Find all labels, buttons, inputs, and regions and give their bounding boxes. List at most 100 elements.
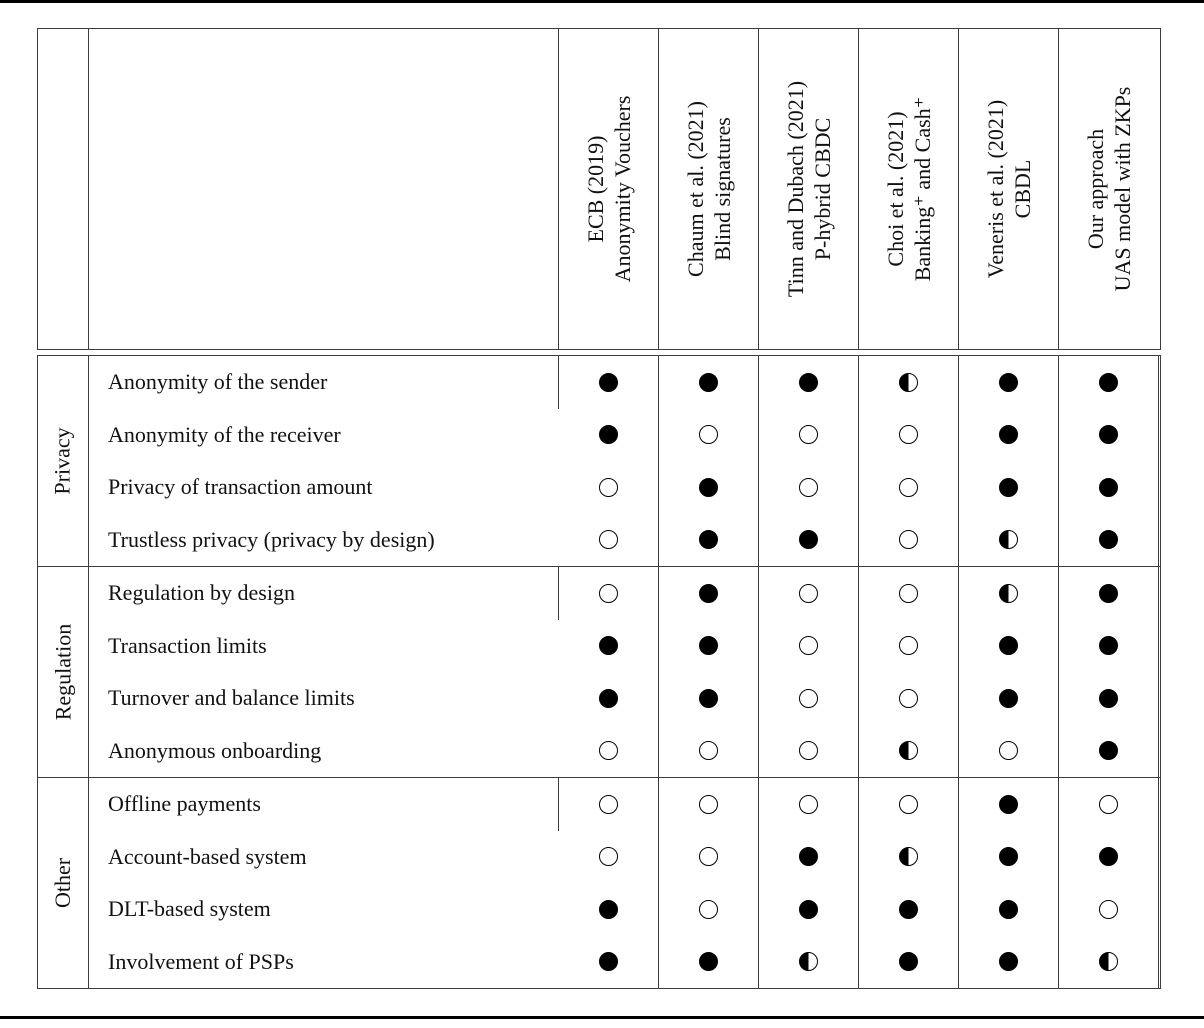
table-cell	[859, 513, 959, 566]
rating-circle-icon	[999, 372, 1018, 392]
table-cell	[1059, 935, 1159, 988]
rating-circle-icon	[599, 741, 618, 761]
column-header-line1: Chaum et al. (2021)	[682, 101, 708, 277]
rating-circle-icon	[1099, 794, 1118, 814]
table-cell	[959, 356, 1059, 409]
table-cell	[559, 830, 659, 883]
rating-circle-icon	[699, 952, 718, 972]
rating-circle-icon	[1099, 425, 1118, 445]
rating-circle-icon	[599, 425, 618, 445]
rating-circle-icon	[799, 794, 818, 814]
table-cell	[659, 356, 759, 409]
table-cell	[1059, 513, 1159, 566]
column-header-ecb: ECB (2019) Anonymity Vouchers	[559, 29, 659, 349]
rating-circle-icon	[599, 530, 618, 550]
column-header-our-approach: Our approach UAS model with ZKPs	[1059, 29, 1159, 349]
rating-circle-icon	[899, 899, 918, 919]
rating-circle-icon	[899, 741, 918, 761]
rating-circle-icon	[699, 477, 718, 497]
table-cell	[559, 408, 659, 461]
row-label: Account-based system	[108, 843, 307, 869]
section-other: Other Offline payments Account-based sys…	[38, 777, 1160, 988]
group-cell: Privacy	[38, 356, 89, 566]
rating-circle-icon	[1099, 899, 1118, 919]
column-header-line1: Tinn and Dubach (2021)	[782, 80, 808, 298]
section-regulation: Regulation Regulation by design Transact…	[38, 566, 1160, 777]
rating-circle-icon	[1099, 741, 1118, 761]
column-header-line2: CBDL	[1009, 159, 1035, 219]
table-cell	[559, 356, 659, 409]
rating-circle-icon	[899, 952, 918, 972]
table-cell	[859, 408, 959, 461]
table-cell	[759, 356, 859, 409]
table-cell	[659, 883, 759, 936]
table-cell	[759, 408, 859, 461]
column-header-text: Veneris et al. (2021) CBDL	[982, 36, 1036, 342]
rating-circle-icon	[999, 952, 1018, 972]
rating-circle-icon	[1099, 372, 1118, 392]
group-label: Privacy	[50, 427, 76, 495]
table-cell	[559, 461, 659, 514]
table-cell	[859, 883, 959, 936]
rating-circle-icon	[1099, 636, 1118, 656]
rating-circle-icon	[799, 741, 818, 761]
rating-circle-icon	[799, 952, 818, 972]
group-label: Other	[50, 857, 75, 909]
table-cell	[659, 830, 759, 883]
table-cell	[559, 724, 659, 777]
table-cell	[1059, 883, 1159, 936]
rating-circle-icon	[999, 688, 1018, 708]
table-cell	[959, 778, 1059, 831]
column-header-text: Tinn and Dubach (2021) P-hybrid CBDC	[782, 36, 836, 342]
section-privacy: Privacy Anonymity of the sender Anonymit…	[38, 356, 1160, 566]
column-header-line1: Veneris et al. (2021)	[982, 99, 1008, 279]
table-header-row: ECB (2019) Anonymity Vouchers Chaum et a…	[37, 28, 1161, 350]
column-header-line2: P-hybrid CBDC	[809, 117, 835, 261]
row-label: Anonymity of the sender	[89, 356, 559, 409]
rating-circle-icon	[799, 477, 818, 497]
rating-circle-icon	[699, 741, 718, 761]
column-header-line2: Banking⁺ and Cash⁺	[909, 96, 935, 282]
row-label: Turnover and balance limits	[108, 685, 355, 711]
rating-circle-icon	[899, 530, 918, 550]
rating-circle-icon	[699, 636, 718, 656]
column-header-line1: Choi et al. (2021)	[882, 111, 908, 267]
column-header-text: ECB (2019) Anonymity Vouchers	[582, 36, 636, 342]
table-cell	[559, 778, 659, 831]
rating-circle-icon	[599, 899, 618, 919]
column-header-text: Chaum et al. (2021) Blind signatures	[682, 36, 736, 342]
table-cell	[659, 408, 759, 461]
table-cell	[659, 513, 759, 566]
row-label: Trustless privacy (privacy by design)	[108, 526, 435, 552]
table-body: Privacy Anonymity of the sender Anonymit…	[37, 355, 1161, 989]
rating-circle-icon	[1099, 583, 1118, 603]
table-cell	[759, 883, 859, 936]
table-cell	[759, 830, 859, 883]
table-cell	[959, 935, 1059, 988]
table-cell	[759, 724, 859, 777]
row-label: Involvement of PSPs	[108, 948, 294, 974]
table-cell	[959, 724, 1059, 777]
table-cell	[759, 935, 859, 988]
column-header-text: Our approach UAS model with ZKPs	[1082, 36, 1136, 342]
column-header-veneris: Veneris et al. (2021) CBDL	[959, 29, 1059, 349]
rating-circle-icon	[999, 636, 1018, 656]
table-cell	[859, 619, 959, 672]
rating-circle-icon	[999, 847, 1018, 867]
rating-circle-icon	[599, 372, 618, 392]
row-label: Anonymous onboarding	[108, 737, 322, 763]
top-rule	[0, 0, 1204, 3]
rating-circle-icon	[699, 530, 718, 550]
table-cell	[859, 356, 959, 409]
rating-circle-icon	[1099, 688, 1118, 708]
rating-circle-icon	[699, 899, 718, 919]
row-label: Anonymity of the receiver	[108, 421, 341, 447]
table-cell	[859, 724, 959, 777]
table-cell	[959, 408, 1059, 461]
rating-circle-icon	[899, 425, 918, 445]
table-cell	[859, 672, 959, 725]
table-cell	[659, 724, 759, 777]
row-label: Transaction limits	[108, 632, 267, 658]
rating-circle-icon	[899, 794, 918, 814]
